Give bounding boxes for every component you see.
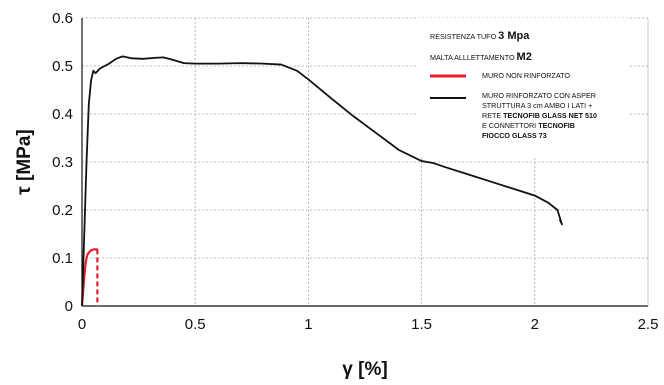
legend-label-black-line: RETE TECNOFIB GLASS NET 510 xyxy=(482,111,597,120)
x-tick-labels: 0 0.5 1 1.5 2 2.5 xyxy=(78,316,659,333)
y-axis-label: τ [MPa] xyxy=(14,129,35,194)
series-line-2 xyxy=(81,55,563,307)
annotation-line-1: RESISTENZA TUFO 3 Mpa xyxy=(430,30,530,42)
x-tick-label: 2 xyxy=(531,316,539,333)
y-tick-labels: 0 0.1 0.2 0.3 0.4 0.5 0.6 xyxy=(52,10,73,315)
legend-label-black-segment: RETE xyxy=(482,111,503,120)
x-axis-label: γ [%] xyxy=(342,359,387,380)
legend-label-black-line: E CONNETTORI TECNOFIB xyxy=(482,121,575,130)
legend-label-black-segment: STRUTTURA 3 cm AMBO I LATI + xyxy=(482,101,592,110)
legend: RESISTENZA TUFO 3 Mpa MALTA ALLLETTAMENT… xyxy=(418,18,628,156)
annotation-line-2-value: M2 xyxy=(517,51,532,63)
x-tick-label: 0.5 xyxy=(185,316,206,333)
legend-label-black-segment: E CONNETTORI xyxy=(482,121,538,130)
annotation-line-2-prefix: MALTA ALLLETTAMENTO xyxy=(430,53,517,62)
annotation-line-1-value: 3 Mpa xyxy=(498,30,530,42)
legend-label-black-line: STRUTTURA 3 cm AMBO I LATI + xyxy=(482,101,592,110)
y-tick-label: 0.1 xyxy=(52,250,73,267)
x-tick-label: 2.5 xyxy=(638,316,659,333)
annotation-line-2: MALTA ALLLETTAMENTO M2 xyxy=(430,51,532,63)
y-tick-label: 0.4 xyxy=(52,106,73,123)
x-tick-label: 0 xyxy=(78,316,86,333)
annotation-line-1-prefix: RESISTENZA TUFO xyxy=(430,32,498,41)
x-tick-label: 1 xyxy=(304,316,312,333)
legend-label-black-line: MURO RINFORZATO CON ASPER xyxy=(482,91,596,100)
y-tick-label: 0.3 xyxy=(52,154,73,171)
axes xyxy=(81,18,649,307)
legend-label-black-segment: FIOCCO GLASS 73 xyxy=(482,131,547,140)
legend-box xyxy=(418,18,628,156)
series-group xyxy=(80,55,563,307)
y-tick-label: 0.5 xyxy=(52,58,73,75)
y-tick-label: 0.6 xyxy=(52,10,73,27)
legend-label-black-segment: TECNOFIB xyxy=(538,121,575,130)
x-tick-label: 1.5 xyxy=(411,316,432,333)
legend-label-red: MURO NON RINFORZATO xyxy=(482,71,570,80)
y-tick-label: 0 xyxy=(65,298,73,315)
legend-label-black-line: FIOCCO GLASS 73 xyxy=(482,131,547,140)
legend-label-black-segment: MURO RINFORZATO CON ASPER xyxy=(482,91,596,100)
legend-label-black-segment: TECNOFIB GLASS NET 510 xyxy=(503,111,597,120)
y-tick-label: 0.2 xyxy=(52,202,73,219)
series-line-0 xyxy=(80,248,98,307)
